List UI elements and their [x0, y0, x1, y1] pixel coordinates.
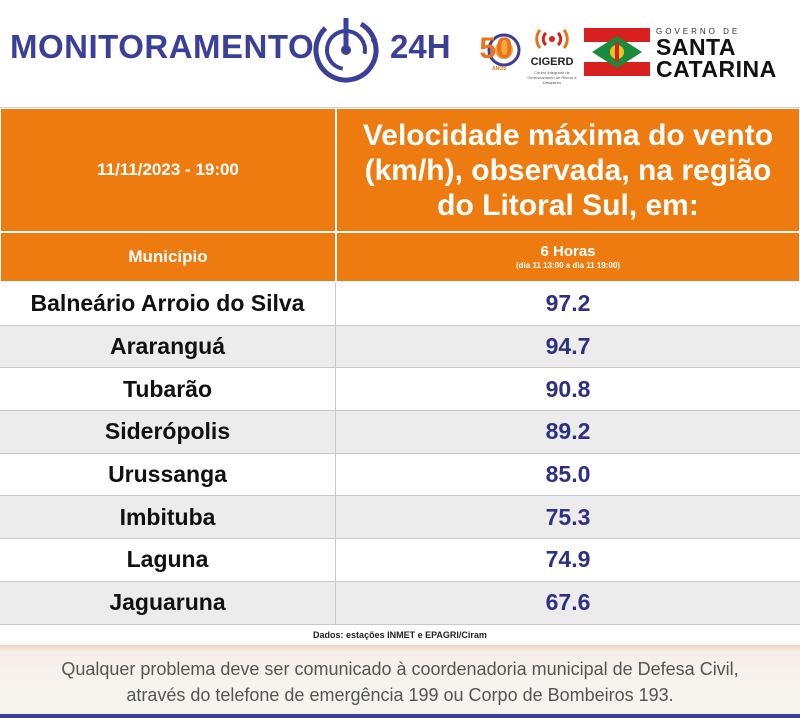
cigerd-sub: Centro Integrado de Gerenciamento de Ris…	[527, 70, 577, 85]
signal-waves-icon	[535, 29, 569, 49]
table-row: Tubarão 90.8	[0, 368, 800, 412]
municipio-name: Jaguaruna	[0, 581, 336, 624]
logo-50-sub: ANOS	[492, 66, 507, 72]
table-title: Velocidade máxima do vento (km/h), obser…	[336, 108, 800, 232]
data-table-body: Balneário Arroio do Silva 97.2 Araranguá…	[0, 283, 800, 625]
table-row: Siderópolis 89.2	[0, 411, 800, 454]
municipio-name: Tubarão	[0, 368, 336, 411]
header: MONITORAMENTO 24H 50 ANOS CIGERD Centro …	[0, 0, 800, 108]
column-header-municipio: Município	[0, 232, 336, 282]
column-header-period: 6 Horas (dia 11 13:00 a dia 11 19:00)	[336, 232, 800, 282]
wind-speed-value: 85.0	[545, 461, 591, 488]
table-row: Imbituba 75.3	[0, 496, 800, 540]
gov-name-line2: CATARINA	[656, 56, 777, 82]
footer-line-2: através do telefone de emergência 199 ou…	[126, 685, 674, 705]
table-row: Jaguaruna 67.6	[0, 581, 800, 625]
data-source-note: Dados: estações INMET e EPAGRI/Ciram	[0, 625, 800, 645]
wind-speed-value: 90.8	[545, 375, 591, 402]
table-row: Araranguá 94.7	[0, 325, 800, 369]
wind-speed-value: 89.2	[545, 418, 591, 445]
cigerd-logo: CIGERD Centro Integrado de Gerenciamento…	[526, 24, 578, 85]
municipio-name: Balneário Arroio do Silva	[0, 283, 336, 325]
gov-label: GOVERNO DE	[656, 27, 741, 36]
period-label: 6 Horas	[540, 242, 596, 260]
municipio-name: Urussanga	[0, 453, 336, 496]
wind-speed-value: 67.6	[545, 589, 591, 616]
monitoring-target-icon	[313, 17, 379, 83]
wind-speed-value: 94.7	[545, 333, 591, 360]
table-row: Laguna 74.9	[0, 539, 800, 582]
date-cell: 11/11/2023 - 19:00	[0, 108, 336, 232]
municipio-name: Imbituba	[0, 496, 336, 539]
gov-name-line1: SANTA	[656, 34, 737, 60]
cigerd-label: CIGERD	[530, 56, 574, 68]
footer-line-1: Qualquer problema deve ser comunicado à …	[61, 659, 739, 679]
footer-notice: Qualquer problema deve ser comunicado à …	[0, 645, 800, 718]
footer-bar	[0, 714, 800, 718]
wind-speed-value: 75.3	[545, 503, 591, 530]
logo-50-number: 50	[479, 32, 513, 65]
municipio-name: Siderópolis	[0, 411, 336, 453]
municipio-name: Laguna	[0, 539, 336, 581]
santa-catarina-flag-icon	[584, 28, 650, 76]
table-row: Urussanga 85.0	[0, 453, 800, 497]
wind-speed-value: 74.9	[545, 546, 591, 573]
wind-speed-value: 97.2	[545, 290, 591, 317]
brand-24h: 24H	[390, 28, 451, 65]
anniversary-badge-icon	[487, 33, 521, 67]
logo-50-anos: 50 ANOS	[470, 28, 522, 74]
municipio-name: Araranguá	[0, 325, 336, 368]
brand-title: MONITORAMENTO	[10, 28, 315, 65]
period-range: (dia 11 13:00 a dia 11 19:00)	[515, 260, 621, 270]
table-row: Balneário Arroio do Silva 97.2	[0, 283, 800, 326]
